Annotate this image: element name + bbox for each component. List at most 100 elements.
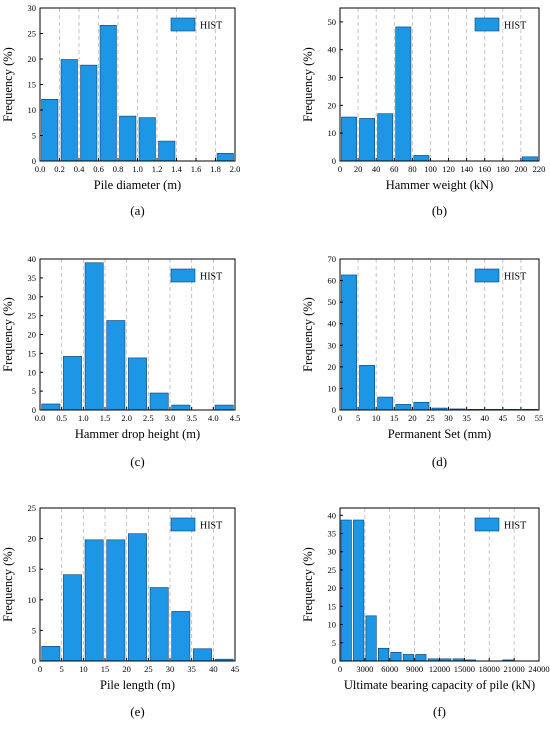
x-tick-label: 1.8 bbox=[210, 164, 221, 174]
y-tick-label: 20 bbox=[328, 362, 337, 372]
x-tick-label: 180 bbox=[496, 164, 509, 174]
bar bbox=[138, 117, 156, 162]
bar bbox=[340, 519, 352, 662]
x-tick-label: 30 bbox=[166, 664, 175, 674]
legend-swatch bbox=[474, 517, 500, 532]
bar bbox=[378, 647, 390, 662]
legend-swatch bbox=[170, 17, 196, 32]
panel-b: 0 20 40 60 80 100 120 140 160 180 200 220 0 10 20 30 40 5… bbox=[301, 7, 545, 218]
y-tick-label: 25 bbox=[28, 29, 37, 39]
x-tick-label: 80 bbox=[408, 164, 417, 174]
bar bbox=[353, 519, 365, 662]
y-tick-label: 0 bbox=[332, 405, 336, 415]
x-axis-title: Hammer weight (kN) bbox=[386, 178, 494, 192]
y-tick-label: 35 bbox=[28, 273, 37, 283]
x-tick-label: 160 bbox=[478, 164, 491, 174]
panel-a: 0.0 0.2 0.4 0.6 0.8 1.0 1.2 1.4 1.6 1.8 2.0 0 5 10 15 2… bbox=[1, 3, 240, 218]
panel-caption: (e) bbox=[130, 704, 144, 719]
x-tick-label: 4.5 bbox=[230, 413, 241, 423]
y-tick-label: 5 bbox=[332, 638, 336, 648]
x-tick-label: 24000 bbox=[528, 664, 549, 674]
y-tick-label: 15 bbox=[28, 80, 37, 90]
y-tick-label: 0 bbox=[332, 156, 336, 166]
x-tick-label: 30 bbox=[444, 413, 453, 423]
bar bbox=[106, 539, 126, 662]
bar bbox=[377, 113, 394, 162]
x-tick-label: 40 bbox=[209, 664, 218, 674]
bar bbox=[158, 140, 176, 162]
legend-swatch bbox=[170, 268, 196, 283]
bar bbox=[84, 262, 104, 411]
legend-label: HIST bbox=[200, 521, 222, 532]
y-tick-label: 30 bbox=[328, 340, 337, 350]
y-tick-label: 40 bbox=[328, 45, 337, 55]
x-tick-label: 20 bbox=[408, 413, 417, 423]
y-axis-title: Frequency (%) bbox=[1, 47, 15, 122]
bar bbox=[413, 155, 430, 162]
x-tick-label: 0 bbox=[338, 664, 342, 674]
legend-label: HIST bbox=[200, 272, 222, 283]
x-tick-label: 120 bbox=[442, 164, 455, 174]
x-tick-label: 25 bbox=[426, 413, 435, 423]
x-tick-label: 0.0 bbox=[35, 413, 46, 423]
y-axis-title: Frequency (%) bbox=[1, 297, 15, 372]
y-tick-label: 5 bbox=[32, 131, 36, 141]
legend-swatch bbox=[474, 17, 500, 32]
y-tick-label: 50 bbox=[328, 17, 337, 27]
x-tick-label: 1.2 bbox=[152, 164, 163, 174]
x-tick-label: 60 bbox=[390, 164, 399, 174]
x-axis-title: Permanent Set (mm) bbox=[388, 427, 491, 441]
x-tick-label: 12000 bbox=[429, 664, 450, 674]
bar bbox=[119, 115, 137, 162]
bar bbox=[80, 64, 98, 162]
panel-c: 0.0 0.5 1.0 1.5 2.0 2.5 3.0 3.5 4.0 4.5 0 5 10 15 20 25… bbox=[1, 254, 240, 469]
bar bbox=[149, 392, 169, 411]
bar bbox=[365, 615, 377, 662]
x-tick-label: 0.4 bbox=[74, 164, 85, 174]
y-tick-label: 20 bbox=[28, 330, 37, 340]
x-tick-label: 1.4 bbox=[171, 164, 182, 174]
bar bbox=[395, 26, 412, 162]
x-tick-label: 15 bbox=[390, 413, 399, 423]
y-tick-label: 10 bbox=[28, 595, 37, 605]
x-tick-label: 140 bbox=[460, 164, 473, 174]
x-axis-title: Hammer drop height (m) bbox=[75, 427, 200, 441]
bar bbox=[60, 59, 78, 162]
legend-label: HIST bbox=[200, 21, 222, 32]
x-axis-title: Pile length (m) bbox=[100, 678, 175, 692]
x-tick-label: 20 bbox=[354, 164, 363, 174]
x-axis-title: Ultimate bearing capacity of pile (kN) bbox=[344, 678, 535, 692]
y-tick-label: 20 bbox=[328, 100, 337, 110]
x-tick-label: 2.0 bbox=[121, 413, 132, 423]
x-tick-label: 5 bbox=[356, 413, 360, 423]
x-tick-label: 3000 bbox=[356, 664, 373, 674]
y-tick-label: 20 bbox=[28, 534, 37, 544]
bar bbox=[214, 404, 234, 411]
plot-frame bbox=[39, 507, 236, 662]
x-tick-label: 21000 bbox=[504, 664, 525, 674]
x-tick-label: 3.0 bbox=[165, 413, 176, 423]
panel-f: 0 3000 6000 9000 12000 15000 18000 21000 24000 0 5… bbox=[301, 507, 550, 719]
x-tick-label: 25 bbox=[144, 664, 153, 674]
panel-caption: (d) bbox=[432, 454, 447, 469]
y-tick-label: 25 bbox=[328, 565, 337, 575]
y-tick-label: 20 bbox=[328, 583, 337, 593]
x-tick-label: 1.5 bbox=[100, 413, 111, 423]
panel-d: 0 5 10 15 20 25 30 35 40 45 50 55 0 10 20 30 40 50 60 70 Per… bbox=[301, 254, 543, 469]
y-tick-label: 40 bbox=[328, 510, 337, 520]
y-tick-label: 15 bbox=[28, 348, 37, 358]
y-tick-label: 40 bbox=[28, 254, 37, 264]
x-tick-label: 55 bbox=[535, 413, 544, 423]
x-tick-label: 40 bbox=[480, 413, 489, 423]
panel-e: 0 5 10 15 20 25 30 35 40 45 0 5 10 15 20 25 Pile length … bbox=[1, 503, 239, 719]
x-tick-label: 15000 bbox=[454, 664, 475, 674]
x-tick-label: 50 bbox=[517, 413, 526, 423]
x-tick-label: 0 bbox=[338, 413, 342, 423]
x-tick-label: 45 bbox=[231, 664, 240, 674]
bar bbox=[171, 611, 191, 662]
y-tick-label: 40 bbox=[328, 319, 337, 329]
x-tick-label: 15 bbox=[101, 664, 110, 674]
y-tick-label: 70 bbox=[328, 254, 337, 264]
y-tick-label: 10 bbox=[328, 620, 337, 630]
